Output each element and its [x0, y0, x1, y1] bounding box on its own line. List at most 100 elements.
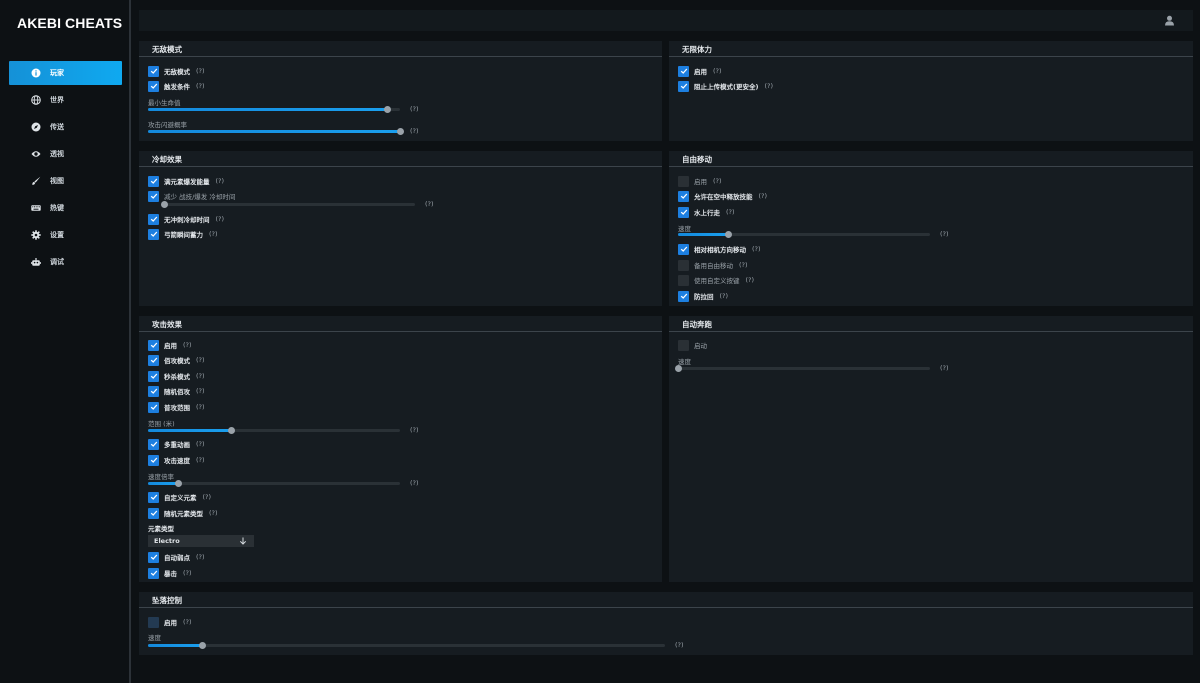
no-sprint-cd-checkbox[interactable] — [148, 213, 159, 225]
random-elem-checkbox[interactable] — [148, 507, 159, 519]
help-marker[interactable]: (?) — [410, 479, 419, 487]
sidebar-item-debug[interactable]: 调试 — [9, 250, 122, 274]
help-marker[interactable]: (?) — [202, 493, 212, 501]
slider-knob[interactable] — [675, 365, 682, 372]
anti-pullback-checkbox[interactable] — [678, 290, 689, 302]
camera-rel-checkbox[interactable] — [678, 243, 689, 255]
help-marker[interactable]: (?) — [713, 177, 722, 185]
help-marker[interactable]: (?) — [196, 356, 205, 364]
dmg-mode-checkbox[interactable] — [148, 354, 159, 366]
sidebar-item-hotkeys[interactable]: 热键 — [9, 196, 122, 220]
trigger-checkbox[interactable] — [148, 80, 159, 92]
aoe-checkbox[interactable] — [148, 401, 159, 413]
multi-anim-checkbox[interactable] — [148, 438, 159, 450]
water-walk-checkbox[interactable] — [678, 206, 689, 218]
help-marker[interactable]: (?) — [752, 245, 761, 253]
burst-energy-checkbox[interactable] — [148, 175, 159, 187]
alt-move-checkbox[interactable] — [678, 259, 689, 271]
help-marker[interactable]: (?) — [758, 192, 768, 200]
help-marker[interactable]: (?) — [764, 82, 773, 90]
help-marker[interactable]: (?) — [183, 618, 192, 626]
panel-title: 坠落控制 — [139, 592, 1193, 608]
slider-knob[interactable] — [175, 480, 183, 487]
help-marker[interactable]: (?) — [215, 177, 225, 185]
sidebar-item-esp[interactable]: 透视 — [9, 142, 122, 166]
freemove-speed-slider[interactable] — [678, 231, 930, 238]
custom-keys-checkbox[interactable] — [678, 274, 689, 286]
stamina-enable-checkbox[interactable] — [678, 65, 689, 77]
elem-type-select[interactable]: Electro — [148, 535, 254, 547]
fall-speed-slider[interactable] — [148, 642, 665, 649]
help-marker[interactable]: (?) — [183, 569, 192, 577]
help-marker[interactable]: (?) — [713, 67, 722, 75]
sidebar-item-settings[interactable]: 设置 — [9, 223, 122, 247]
help-marker[interactable]: (?) — [410, 105, 419, 113]
godmode-row: 无敌模式 (?) — [148, 65, 205, 77]
alt-move-label: 备用自由移动 — [694, 262, 733, 270]
help-marker[interactable]: (?) — [719, 292, 729, 300]
attack-enable-checkbox[interactable] — [148, 339, 159, 351]
help-marker[interactable]: (?) — [940, 364, 949, 372]
kill-mode-checkbox[interactable] — [148, 370, 159, 382]
auto-weak-checkbox[interactable] — [148, 551, 159, 563]
kill-mode-row: 秒杀模式 (?) — [148, 370, 205, 382]
range-slider[interactable] — [148, 427, 400, 434]
help-marker[interactable]: (?) — [196, 403, 205, 411]
dodge-rate-slider[interactable] — [148, 128, 404, 135]
freemove-enable-checkbox[interactable] — [678, 175, 689, 187]
slider-knob[interactable] — [161, 201, 168, 208]
air-skill-checkbox[interactable] — [678, 190, 689, 202]
random-elem-row: 随机元素类型 (?) — [148, 507, 218, 519]
help-marker[interactable]: (?) — [196, 456, 205, 464]
app-title: AKEBI CHEATS — [17, 15, 123, 31]
debug-icon — [31, 257, 41, 267]
help-marker[interactable]: (?) — [425, 200, 434, 208]
help-marker[interactable]: (?) — [215, 215, 225, 223]
help-marker[interactable]: (?) — [410, 426, 419, 434]
random-dmg-checkbox[interactable] — [148, 385, 159, 397]
water-walk-label: 水上行走 — [694, 209, 720, 217]
sidebar-item-teleport[interactable]: 传送 — [9, 115, 122, 139]
help-marker[interactable]: (?) — [739, 261, 748, 269]
help-marker[interactable]: (?) — [745, 276, 755, 284]
help-marker[interactable]: (?) — [675, 641, 684, 649]
help-marker[interactable]: (?) — [209, 230, 218, 238]
sidebar-item-view[interactable]: 视图 — [9, 169, 122, 193]
autorun-speed-slider[interactable] — [675, 365, 930, 372]
help-marker[interactable]: (?) — [196, 440, 205, 448]
user-icon[interactable] — [1164, 15, 1175, 26]
help-marker[interactable]: (?) — [196, 553, 205, 561]
random-elem-label: 随机元素类型 — [164, 510, 203, 518]
sidebar-item-world[interactable]: 世界 — [9, 88, 122, 112]
help-marker[interactable]: (?) — [183, 341, 192, 349]
godmode-checkbox[interactable] — [148, 65, 159, 77]
crit-checkbox[interactable] — [148, 567, 159, 579]
help-marker[interactable]: (?) — [410, 127, 419, 135]
help-marker[interactable]: (?) — [209, 509, 218, 517]
help-marker[interactable]: (?) — [196, 67, 205, 75]
slider-knob[interactable] — [384, 106, 392, 113]
instant-bow-checkbox[interactable] — [148, 228, 159, 240]
sidebar-item-player[interactable]: 玩家 — [9, 61, 122, 85]
help-marker[interactable]: (?) — [940, 230, 949, 238]
freemove-enable-label: 启用 — [694, 178, 707, 186]
help-marker[interactable]: (?) — [196, 387, 205, 395]
slider-knob[interactable] — [199, 642, 207, 649]
atk-speed-checkbox[interactable] — [148, 454, 159, 466]
sidebar-item-label: 透视 — [50, 150, 64, 158]
help-marker[interactable]: (?) — [726, 208, 735, 216]
random-dmg-label: 随机佰攻 — [164, 388, 190, 396]
slider-knob[interactable] — [725, 231, 733, 238]
help-marker[interactable]: (?) — [196, 372, 205, 380]
fall-enable-checkbox[interactable] — [148, 616, 159, 628]
block-upload-checkbox[interactable] — [678, 80, 689, 92]
custom-elem-checkbox[interactable] — [148, 491, 159, 503]
slider-knob[interactable] — [397, 128, 404, 135]
autorun-enable-checkbox[interactable] — [678, 339, 689, 351]
help-marker[interactable]: (?) — [196, 82, 205, 90]
speed-mult-slider[interactable] — [148, 480, 400, 487]
reduce-cd-slider[interactable] — [161, 201, 415, 208]
slider-knob[interactable] — [228, 427, 236, 434]
min-hp-slider[interactable] — [148, 106, 400, 113]
reduce-cd-checkbox[interactable] — [148, 190, 159, 202]
